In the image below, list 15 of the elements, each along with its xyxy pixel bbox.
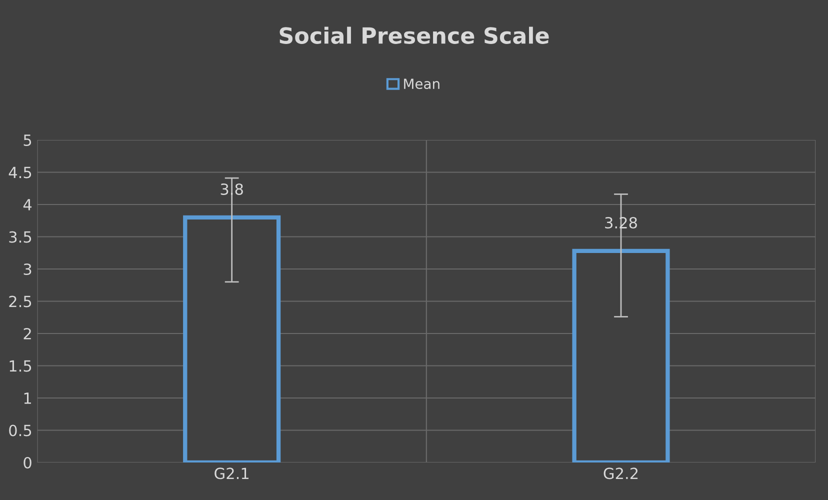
y-tick-label: 3.5 bbox=[9, 231, 32, 243]
y-tick-label: 4.5 bbox=[8, 166, 32, 178]
y-tick-label: 0.5 bbox=[9, 424, 32, 436]
y-tick-label: 2.5 bbox=[9, 296, 32, 308]
y-tick-label: 0 bbox=[24, 456, 32, 469]
x-tick-label: G2.1 bbox=[214, 468, 248, 480]
legend-label: Mean bbox=[404, 78, 440, 90]
y-tick-label: 4 bbox=[23, 199, 32, 210]
y-tick-label: 1.5 bbox=[10, 360, 32, 372]
x-tick-label: G2.2 bbox=[604, 468, 638, 480]
y-tick-label: 3 bbox=[24, 263, 32, 276]
y-tick-label: 5 bbox=[24, 134, 32, 146]
y-tick-label: 2 bbox=[24, 328, 31, 340]
y-tick-label: 1 bbox=[24, 392, 31, 404]
chart-title: Social Presence Scale bbox=[280, 26, 549, 44]
